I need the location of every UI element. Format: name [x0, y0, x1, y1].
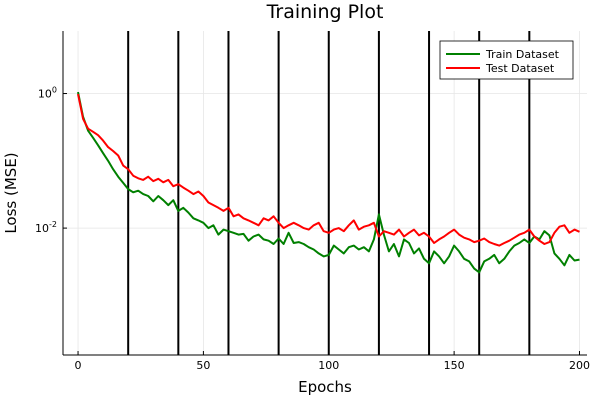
- x-tick-label: 0: [75, 359, 82, 372]
- legend: Train Dataset Test Dataset: [439, 40, 574, 80]
- vertical-marker-lines: [127, 31, 531, 355]
- legend-label-test: Test Dataset: [485, 62, 555, 75]
- chart-title: Training Plot: [266, 1, 384, 23]
- x-tick-label: 50: [196, 359, 210, 372]
- axes: [62, 31, 587, 356]
- y-tick-label: 10-2: [35, 220, 57, 235]
- y-axis-label: Loss (MSE): [2, 152, 20, 233]
- x-axis-label: Epochs: [298, 378, 352, 396]
- legend-label-train: Train Dataset: [485, 48, 560, 61]
- x-tick-label: 150: [444, 359, 465, 372]
- x-tick-label: 100: [318, 359, 339, 372]
- series-line-test: [77, 93, 580, 247]
- x-tick-label: 200: [569, 359, 590, 372]
- axis-ticks: 0 50 100 150 200 100 10-2: [35, 86, 590, 372]
- series-lines: [77, 91, 580, 274]
- series-line-train: [77, 91, 580, 274]
- y-tick-label: 100: [38, 86, 57, 101]
- legend-box: [439, 40, 574, 80]
